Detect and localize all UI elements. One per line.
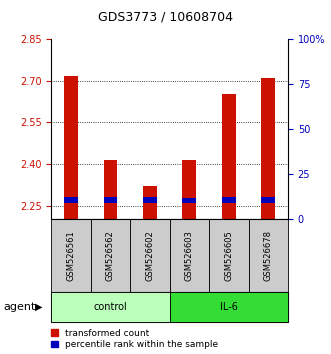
Text: control: control — [94, 302, 127, 312]
Legend: transformed count, percentile rank within the sample: transformed count, percentile rank withi… — [51, 329, 218, 349]
Text: GSM526605: GSM526605 — [224, 230, 233, 281]
Bar — [182, 160, 196, 219]
Bar — [143, 197, 157, 203]
Text: ▶: ▶ — [35, 302, 42, 312]
Bar — [64, 76, 78, 219]
Bar — [143, 186, 157, 219]
Bar — [209, 219, 249, 292]
Bar — [261, 78, 275, 219]
Text: GSM526678: GSM526678 — [264, 230, 273, 281]
Text: GSM526562: GSM526562 — [106, 230, 115, 281]
Bar — [104, 160, 118, 219]
Bar — [169, 219, 209, 292]
Bar — [182, 198, 196, 203]
Bar — [169, 292, 288, 322]
Bar — [249, 219, 288, 292]
Text: IL-6: IL-6 — [220, 302, 238, 312]
Text: agent: agent — [3, 302, 36, 312]
Text: GSM526602: GSM526602 — [145, 230, 155, 281]
Bar — [64, 197, 78, 203]
Text: GSM526603: GSM526603 — [185, 230, 194, 281]
Text: GSM526561: GSM526561 — [67, 230, 75, 281]
Bar — [222, 197, 236, 203]
Bar — [104, 197, 118, 203]
Bar — [222, 95, 236, 219]
Bar — [91, 219, 130, 292]
Text: GDS3773 / 10608704: GDS3773 / 10608704 — [98, 10, 233, 23]
Bar — [51, 292, 169, 322]
Bar — [130, 219, 169, 292]
Bar — [261, 197, 275, 203]
Bar — [51, 219, 91, 292]
